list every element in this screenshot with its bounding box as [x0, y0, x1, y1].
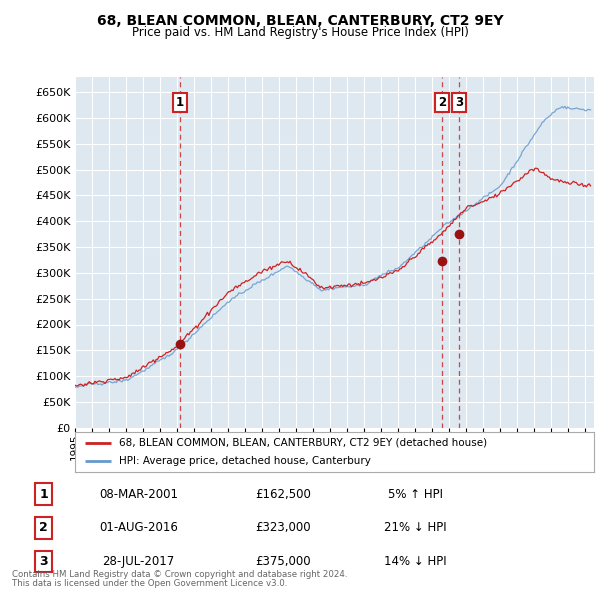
Text: Price paid vs. HM Land Registry's House Price Index (HPI): Price paid vs. HM Land Registry's House …	[131, 26, 469, 39]
Text: This data is licensed under the Open Government Licence v3.0.: This data is licensed under the Open Gov…	[12, 579, 287, 588]
Text: 68, BLEAN COMMON, BLEAN, CANTERBURY, CT2 9EY: 68, BLEAN COMMON, BLEAN, CANTERBURY, CT2…	[97, 14, 503, 28]
Text: 14% ↓ HPI: 14% ↓ HPI	[384, 555, 446, 568]
Text: 3: 3	[455, 96, 463, 109]
Text: 2: 2	[40, 521, 48, 535]
Text: 2: 2	[438, 96, 446, 109]
Text: 3: 3	[40, 555, 48, 568]
Text: Contains HM Land Registry data © Crown copyright and database right 2024.: Contains HM Land Registry data © Crown c…	[12, 570, 347, 579]
Text: £323,000: £323,000	[255, 521, 311, 535]
Text: 5% ↑ HPI: 5% ↑ HPI	[388, 487, 443, 501]
Text: 08-MAR-2001: 08-MAR-2001	[99, 487, 178, 501]
Text: £375,000: £375,000	[255, 555, 311, 568]
Text: 1: 1	[40, 487, 48, 501]
Text: HPI: Average price, detached house, Canterbury: HPI: Average price, detached house, Cant…	[119, 456, 371, 466]
Text: 01-AUG-2016: 01-AUG-2016	[99, 521, 178, 535]
Text: 21% ↓ HPI: 21% ↓ HPI	[384, 521, 446, 535]
Text: 28-JUL-2017: 28-JUL-2017	[103, 555, 175, 568]
Text: £162,500: £162,500	[255, 487, 311, 501]
Text: 1: 1	[176, 96, 184, 109]
Text: 68, BLEAN COMMON, BLEAN, CANTERBURY, CT2 9EY (detached house): 68, BLEAN COMMON, BLEAN, CANTERBURY, CT2…	[119, 438, 487, 448]
